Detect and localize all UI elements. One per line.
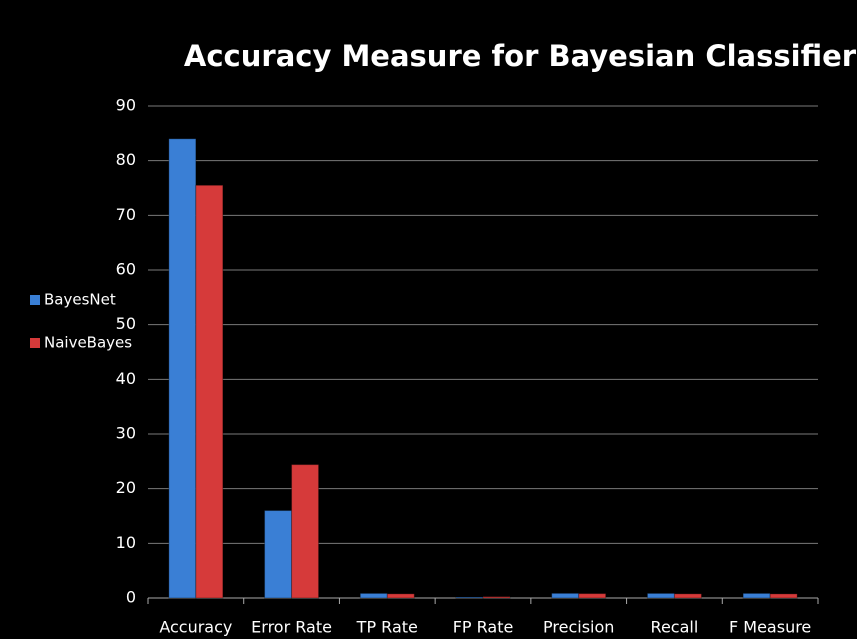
x-tick-label: TP Rate: [356, 618, 418, 637]
y-tick-label: 60: [116, 260, 136, 279]
x-tick-label: FP Rate: [453, 618, 514, 637]
bar: [168, 138, 197, 599]
y-tick-label: 0: [126, 588, 136, 607]
legend-label: NaiveBayes: [44, 334, 132, 352]
chart-title: Accuracy Measure for Bayesian Classifier: [184, 39, 857, 73]
bar: [578, 593, 607, 599]
x-tick-label: Precision: [543, 618, 614, 637]
legend-swatch: [30, 338, 40, 348]
legend-label: BayesNet: [44, 291, 116, 309]
y-tick-label: 40: [116, 369, 136, 388]
x-tick-label: Error Rate: [251, 618, 332, 637]
bar: [386, 593, 415, 599]
x-tick-label: F Measure: [729, 618, 811, 637]
bar: [195, 184, 224, 599]
y-tick-label: 50: [116, 314, 136, 333]
bar: [291, 464, 320, 599]
y-tick-label: 30: [116, 424, 136, 443]
bar: [551, 592, 580, 599]
bar: [673, 593, 702, 599]
x-tick-label: Recall: [651, 618, 699, 637]
x-tick-label: Accuracy: [159, 618, 232, 637]
y-tick-label: 90: [116, 96, 136, 115]
y-tick-label: 20: [116, 478, 136, 497]
legend-swatch: [30, 295, 40, 305]
y-tick-label: 70: [116, 205, 136, 224]
y-tick-label: 10: [116, 533, 136, 552]
bar: [264, 510, 293, 599]
bar: [742, 592, 771, 599]
bar: [482, 596, 511, 599]
y-tick-label: 80: [116, 150, 136, 169]
bar: [769, 593, 798, 599]
bar: [646, 592, 675, 599]
bar: [455, 596, 484, 599]
bar: [359, 592, 388, 599]
